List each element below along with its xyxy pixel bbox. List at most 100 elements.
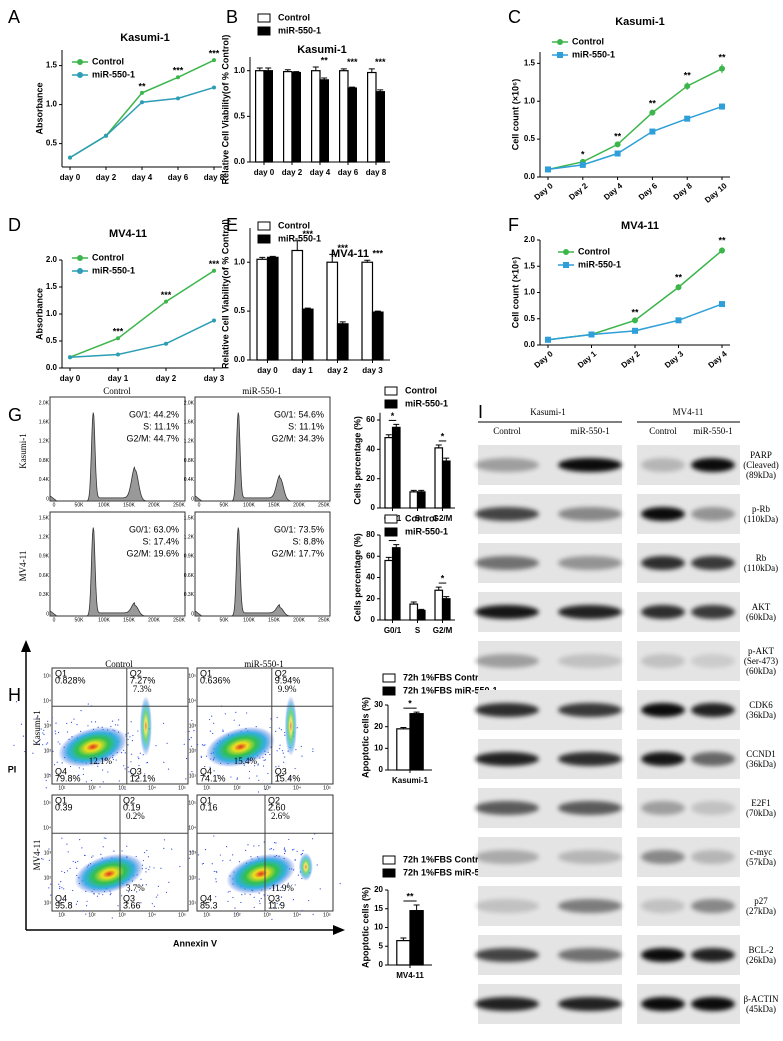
dot: [142, 884, 144, 886]
legend-marker: [77, 72, 83, 78]
x-tick-label: day 0: [257, 366, 278, 375]
dot: [267, 894, 269, 897]
marker: [545, 166, 551, 173]
legend-marker: [557, 52, 563, 58]
dot: [74, 861, 77, 863]
marker: [212, 318, 216, 323]
dot: [263, 759, 265, 761]
marker: [649, 128, 656, 135]
bar: [326, 261, 339, 361]
dot: [284, 889, 286, 892]
histogram: [49, 412, 185, 502]
marker: [632, 327, 638, 334]
dot: [144, 773, 146, 775]
legend-swatch: [384, 399, 398, 409]
phase-stat: G2/M: 19.6%: [126, 548, 179, 558]
band: [691, 752, 735, 766]
hist-x-tick: 150K: [268, 502, 280, 508]
y-tick-label: 10: [374, 923, 383, 932]
quadrant-value: 0.828%: [55, 675, 86, 685]
protein-name: (Cleaved): [743, 460, 778, 470]
hist-y-tick: 0.8K: [39, 458, 50, 464]
dot: [263, 841, 265, 843]
bar: [347, 87, 357, 163]
histogram: [194, 412, 330, 502]
error-bar: [329, 253, 336, 263]
dot: [139, 752, 141, 754]
dot: [92, 855, 94, 857]
dot: [97, 765, 99, 767]
lane-label: Control: [493, 426, 521, 436]
legend-label: miR-550-1: [578, 259, 621, 269]
dot: [51, 716, 53, 719]
dot: [59, 886, 61, 888]
bar: [396, 728, 411, 771]
x-tick-label: Day 6: [637, 181, 660, 202]
dot: [149, 866, 151, 868]
dot: [130, 761, 132, 763]
dot: [42, 732, 44, 734]
bar: [416, 609, 426, 621]
dot: [142, 859, 144, 862]
dot-y-tick: 10⁴: [43, 825, 51, 831]
dot-y-tick: 10⁴: [188, 698, 196, 704]
protein-size: (60kDa): [746, 612, 776, 622]
x-tick-label: day 4: [132, 173, 153, 182]
dot: [258, 779, 260, 781]
phase-stat: G2/M: 17.7%: [271, 548, 324, 558]
dot: [61, 887, 63, 889]
dot-y-tick: 10⁴: [188, 825, 196, 831]
dot: [275, 730, 277, 732]
protein-name: PARP: [750, 450, 772, 460]
bar: [409, 491, 419, 509]
protein-size: (89kDa): [746, 470, 776, 480]
dot: [253, 845, 255, 847]
hist-y-tick: 1.2K: [39, 535, 50, 541]
y-tick-label: 20: [366, 594, 375, 603]
band: [641, 899, 685, 913]
phase-stat: G0/1: 73.5%: [274, 524, 324, 534]
chart-title: MV4-11: [331, 248, 369, 260]
dot: [70, 721, 73, 723]
dot: [128, 771, 130, 773]
y-tick-label: 0.5: [234, 306, 246, 315]
dot: [302, 850, 304, 852]
dot: [130, 753, 133, 755]
dot: [66, 870, 69, 872]
dot: [296, 850, 298, 852]
dot: [142, 754, 144, 756]
hist-y-tick: 2.0K: [39, 400, 50, 406]
marker: [68, 155, 72, 160]
dot-x-tick: 10⁵: [178, 785, 186, 791]
dot: [284, 850, 286, 853]
y-tick-label: 0.5: [524, 134, 536, 143]
dot: [112, 758, 114, 761]
bar: [311, 70, 321, 163]
hist-x-tick: 250K: [173, 617, 185, 623]
significance: ***: [209, 259, 220, 269]
dot: [66, 843, 68, 845]
dot: [107, 771, 109, 773]
dot: [94, 721, 97, 723]
y-axis-label: Relative Cell Viability(of % Control): [220, 219, 230, 369]
dot: [43, 733, 45, 736]
quadrant-value: 85.3: [200, 900, 218, 910]
y-tick-label: 60: [366, 415, 375, 424]
dot: [82, 768, 84, 770]
band: [558, 850, 622, 864]
dot: [118, 780, 120, 782]
dot: [131, 773, 133, 775]
dot: [151, 903, 153, 905]
quadrant-value: 79.8%: [55, 773, 81, 783]
dot: [209, 766, 211, 768]
hist-x-tick: 200K: [148, 617, 160, 623]
dot: [215, 881, 217, 883]
dot: [66, 731, 69, 733]
band: [475, 654, 539, 668]
dot: [208, 718, 211, 721]
band: [558, 458, 622, 472]
dot: [197, 854, 200, 856]
bar: [361, 261, 374, 361]
dot: [265, 788, 267, 790]
marker: [176, 96, 180, 101]
